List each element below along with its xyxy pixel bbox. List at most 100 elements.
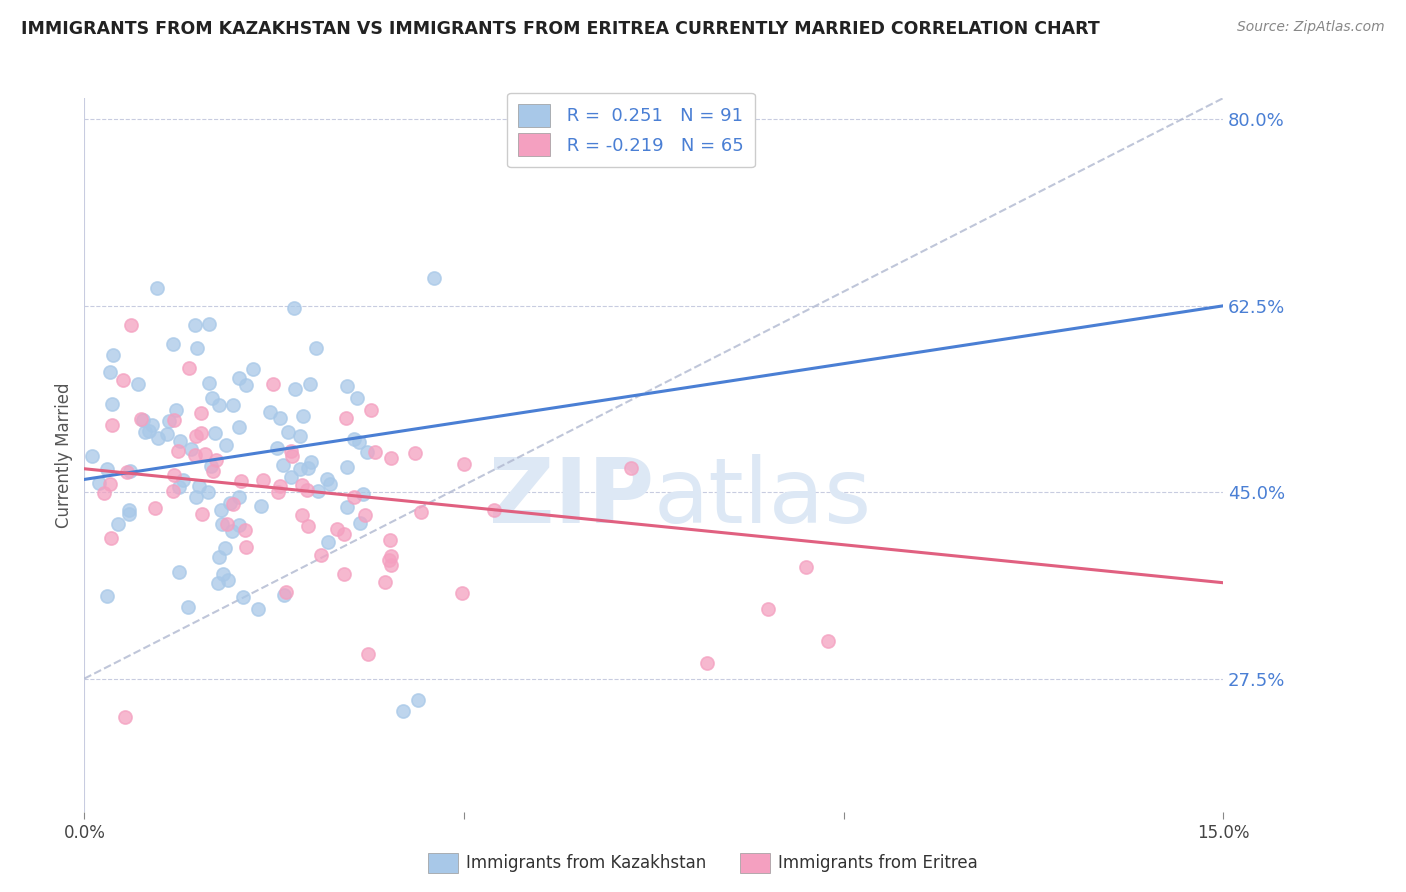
- Point: [794, 559, 817, 574]
- Point: [165, 402, 187, 417]
- Point: [756, 602, 779, 616]
- Point: [318, 534, 340, 549]
- Point: [380, 451, 402, 466]
- Point: [332, 526, 354, 541]
- Point: [364, 444, 387, 458]
- Point: [297, 461, 319, 475]
- Point: [98, 477, 121, 491]
- Point: [167, 480, 190, 494]
- Point: [291, 409, 314, 424]
- Point: [172, 473, 194, 487]
- Point: [205, 453, 228, 467]
- Point: [284, 382, 307, 396]
- Point: [212, 566, 235, 581]
- Point: [295, 483, 318, 498]
- Point: [183, 448, 205, 462]
- Point: [817, 634, 839, 648]
- Point: [291, 508, 314, 522]
- Point: [101, 418, 124, 433]
- Point: [281, 449, 304, 463]
- Point: [453, 457, 475, 471]
- Point: [408, 693, 430, 707]
- Point: [228, 491, 250, 505]
- Point: [208, 550, 231, 565]
- Point: [482, 503, 505, 517]
- Point: [229, 474, 252, 488]
- Point: [167, 444, 190, 458]
- Point: [232, 591, 254, 605]
- Point: [342, 433, 364, 447]
- Point: [184, 490, 207, 504]
- Point: [177, 599, 200, 614]
- Point: [228, 517, 250, 532]
- Point: [298, 377, 321, 392]
- Point: [163, 468, 186, 483]
- Point: [111, 373, 134, 387]
- Point: [269, 411, 291, 425]
- Point: [208, 398, 231, 412]
- Point: [252, 473, 274, 487]
- Point: [228, 370, 250, 384]
- Point: [96, 589, 118, 603]
- Point: [409, 505, 432, 519]
- Point: [162, 336, 184, 351]
- Point: [190, 406, 212, 420]
- Point: [141, 418, 163, 433]
- Point: [283, 301, 305, 315]
- Point: [316, 472, 339, 486]
- Point: [120, 318, 142, 333]
- Point: [392, 704, 415, 718]
- Point: [118, 503, 141, 517]
- Point: [273, 588, 295, 602]
- Point: [451, 586, 474, 600]
- Point: [346, 391, 368, 405]
- Point: [107, 516, 129, 531]
- Point: [380, 558, 402, 572]
- Point: [162, 484, 184, 499]
- Point: [242, 362, 264, 376]
- Point: [360, 402, 382, 417]
- Point: [247, 602, 270, 616]
- Point: [93, 485, 115, 500]
- Point: [280, 443, 302, 458]
- Point: [309, 548, 332, 562]
- Point: [214, 541, 236, 555]
- Point: [307, 483, 329, 498]
- Y-axis label: Currently Married: Currently Married: [55, 382, 73, 528]
- Point: [336, 379, 359, 393]
- Point: [143, 501, 166, 516]
- Point: [266, 442, 288, 456]
- Point: [177, 360, 200, 375]
- Point: [297, 519, 319, 533]
- Point: [356, 444, 378, 458]
- Point: [378, 533, 401, 547]
- Point: [249, 500, 271, 514]
- Point: [211, 517, 233, 532]
- Point: [186, 342, 208, 356]
- Point: [221, 497, 243, 511]
- Point: [262, 377, 284, 392]
- Point: [146, 431, 169, 445]
- Point: [269, 479, 291, 493]
- Point: [333, 566, 356, 581]
- Point: [228, 420, 250, 434]
- Point: [215, 438, 238, 452]
- Point: [114, 710, 136, 724]
- Point: [118, 507, 141, 521]
- Point: [134, 425, 156, 439]
- Point: [184, 428, 207, 442]
- Point: [620, 460, 643, 475]
- Point: [197, 376, 219, 391]
- Point: [201, 391, 224, 405]
- Point: [336, 459, 359, 474]
- Point: [404, 446, 426, 460]
- Point: [159, 414, 181, 428]
- Point: [103, 348, 125, 362]
- Point: [291, 477, 314, 491]
- Point: [145, 281, 167, 295]
- Point: [276, 425, 298, 439]
- Point: [347, 435, 370, 450]
- Point: [336, 500, 359, 514]
- Point: [267, 485, 290, 500]
- Point: [274, 585, 297, 599]
